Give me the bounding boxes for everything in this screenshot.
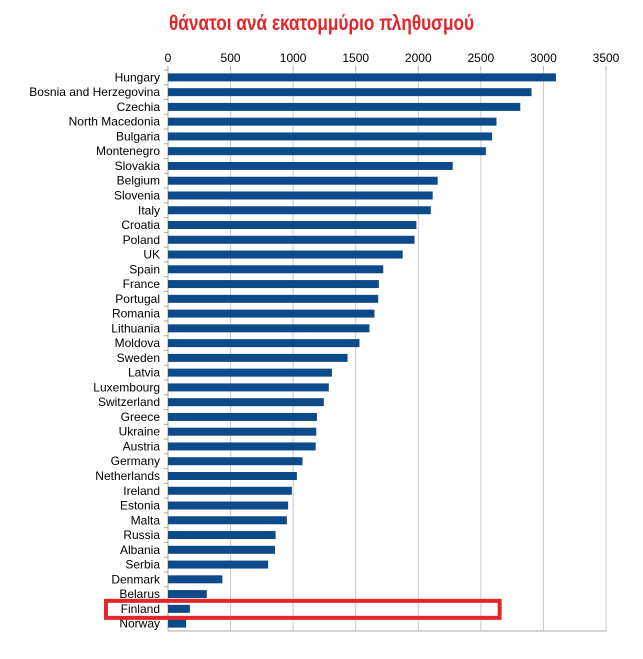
category-label: Bulgaria (116, 129, 160, 143)
category-label: Estonia (120, 499, 160, 513)
x-tick-label: 500 (221, 51, 241, 65)
bar (168, 324, 370, 333)
category-label: Portugal (115, 292, 160, 306)
category-label: Hungary (115, 70, 160, 84)
highlight-box (104, 598, 502, 620)
category-label: Austria (123, 439, 161, 453)
category-label: Slovakia (115, 159, 161, 173)
bar (168, 191, 433, 200)
category-label: Belarus (119, 587, 160, 601)
bar (168, 486, 292, 495)
bar (168, 250, 403, 259)
category-label: North Macedonia (69, 115, 161, 129)
x-tick-label: 3000 (530, 51, 557, 65)
bar (168, 368, 332, 377)
bar (168, 590, 207, 599)
bar (168, 501, 289, 510)
bar (168, 206, 431, 215)
bar (168, 265, 384, 274)
bar (168, 339, 360, 348)
category-label: Luxembourg (93, 380, 160, 394)
category-label: Germany (111, 454, 160, 468)
category-label: Slovenia (114, 188, 160, 202)
category-label: UK (143, 248, 160, 262)
bar (168, 457, 303, 466)
bar (168, 604, 190, 613)
bar (168, 309, 375, 318)
category-label: Lithuania (111, 321, 160, 335)
x-tick-label: 2500 (468, 51, 495, 65)
category-label: Albania (120, 543, 160, 557)
x-tick-label: 0 (165, 51, 172, 65)
category-label: France (123, 277, 161, 291)
category-label: Malta (131, 513, 161, 527)
bar (168, 427, 317, 436)
x-tick-label: 2000 (405, 51, 432, 65)
bar (168, 102, 521, 111)
bar (168, 516, 287, 525)
category-label: Latvia (128, 366, 160, 380)
bar (168, 235, 415, 244)
bar (168, 531, 276, 540)
bar (168, 280, 379, 289)
bar (168, 575, 223, 584)
bar (168, 88, 532, 97)
bar (168, 132, 493, 141)
chart-title: θάνατοι ανά εκατομμύριο πληθυσμού (168, 12, 475, 35)
bar (168, 398, 324, 407)
category-label: Czechia (117, 100, 161, 114)
category-label: Denmark (111, 572, 161, 586)
bar (168, 560, 269, 569)
category-label: Croatia (121, 218, 160, 232)
category-label: Russia (123, 528, 160, 542)
category-label: Italy (138, 203, 160, 217)
category-label: Montenegro (96, 144, 160, 158)
category-label: Bosnia and Herzegovina (29, 85, 160, 99)
category-label: Ireland (123, 484, 160, 498)
category-label: Norway (119, 617, 160, 631)
bar (168, 383, 329, 392)
x-tick-label: 1000 (280, 51, 307, 65)
bar (168, 471, 297, 480)
category-label: Romania (112, 307, 160, 321)
bar (168, 73, 556, 82)
x-tick-label: 1500 (342, 51, 369, 65)
category-label: Finland (121, 602, 160, 616)
category-label: Sweden (117, 351, 160, 365)
bar (168, 147, 486, 156)
category-label: Spain (129, 262, 160, 276)
category-label: Serbia (125, 558, 160, 572)
category-label: Belgium (117, 174, 160, 188)
bar (168, 294, 379, 303)
category-label: Greece (121, 410, 161, 424)
category-label: Poland (123, 233, 160, 247)
category-label: Ukraine (119, 425, 161, 439)
category-label: Netherlands (95, 469, 160, 483)
bar (168, 545, 275, 554)
bar (168, 619, 187, 628)
bar (168, 176, 438, 185)
bar (168, 117, 497, 126)
bar (168, 353, 348, 362)
category-label: Moldova (115, 336, 161, 350)
bar (168, 161, 453, 170)
x-tick-label: 3500 (593, 51, 620, 65)
category-label: Switzerland (98, 395, 160, 409)
bar (168, 412, 317, 421)
bar (168, 221, 417, 230)
bar (168, 442, 316, 451)
